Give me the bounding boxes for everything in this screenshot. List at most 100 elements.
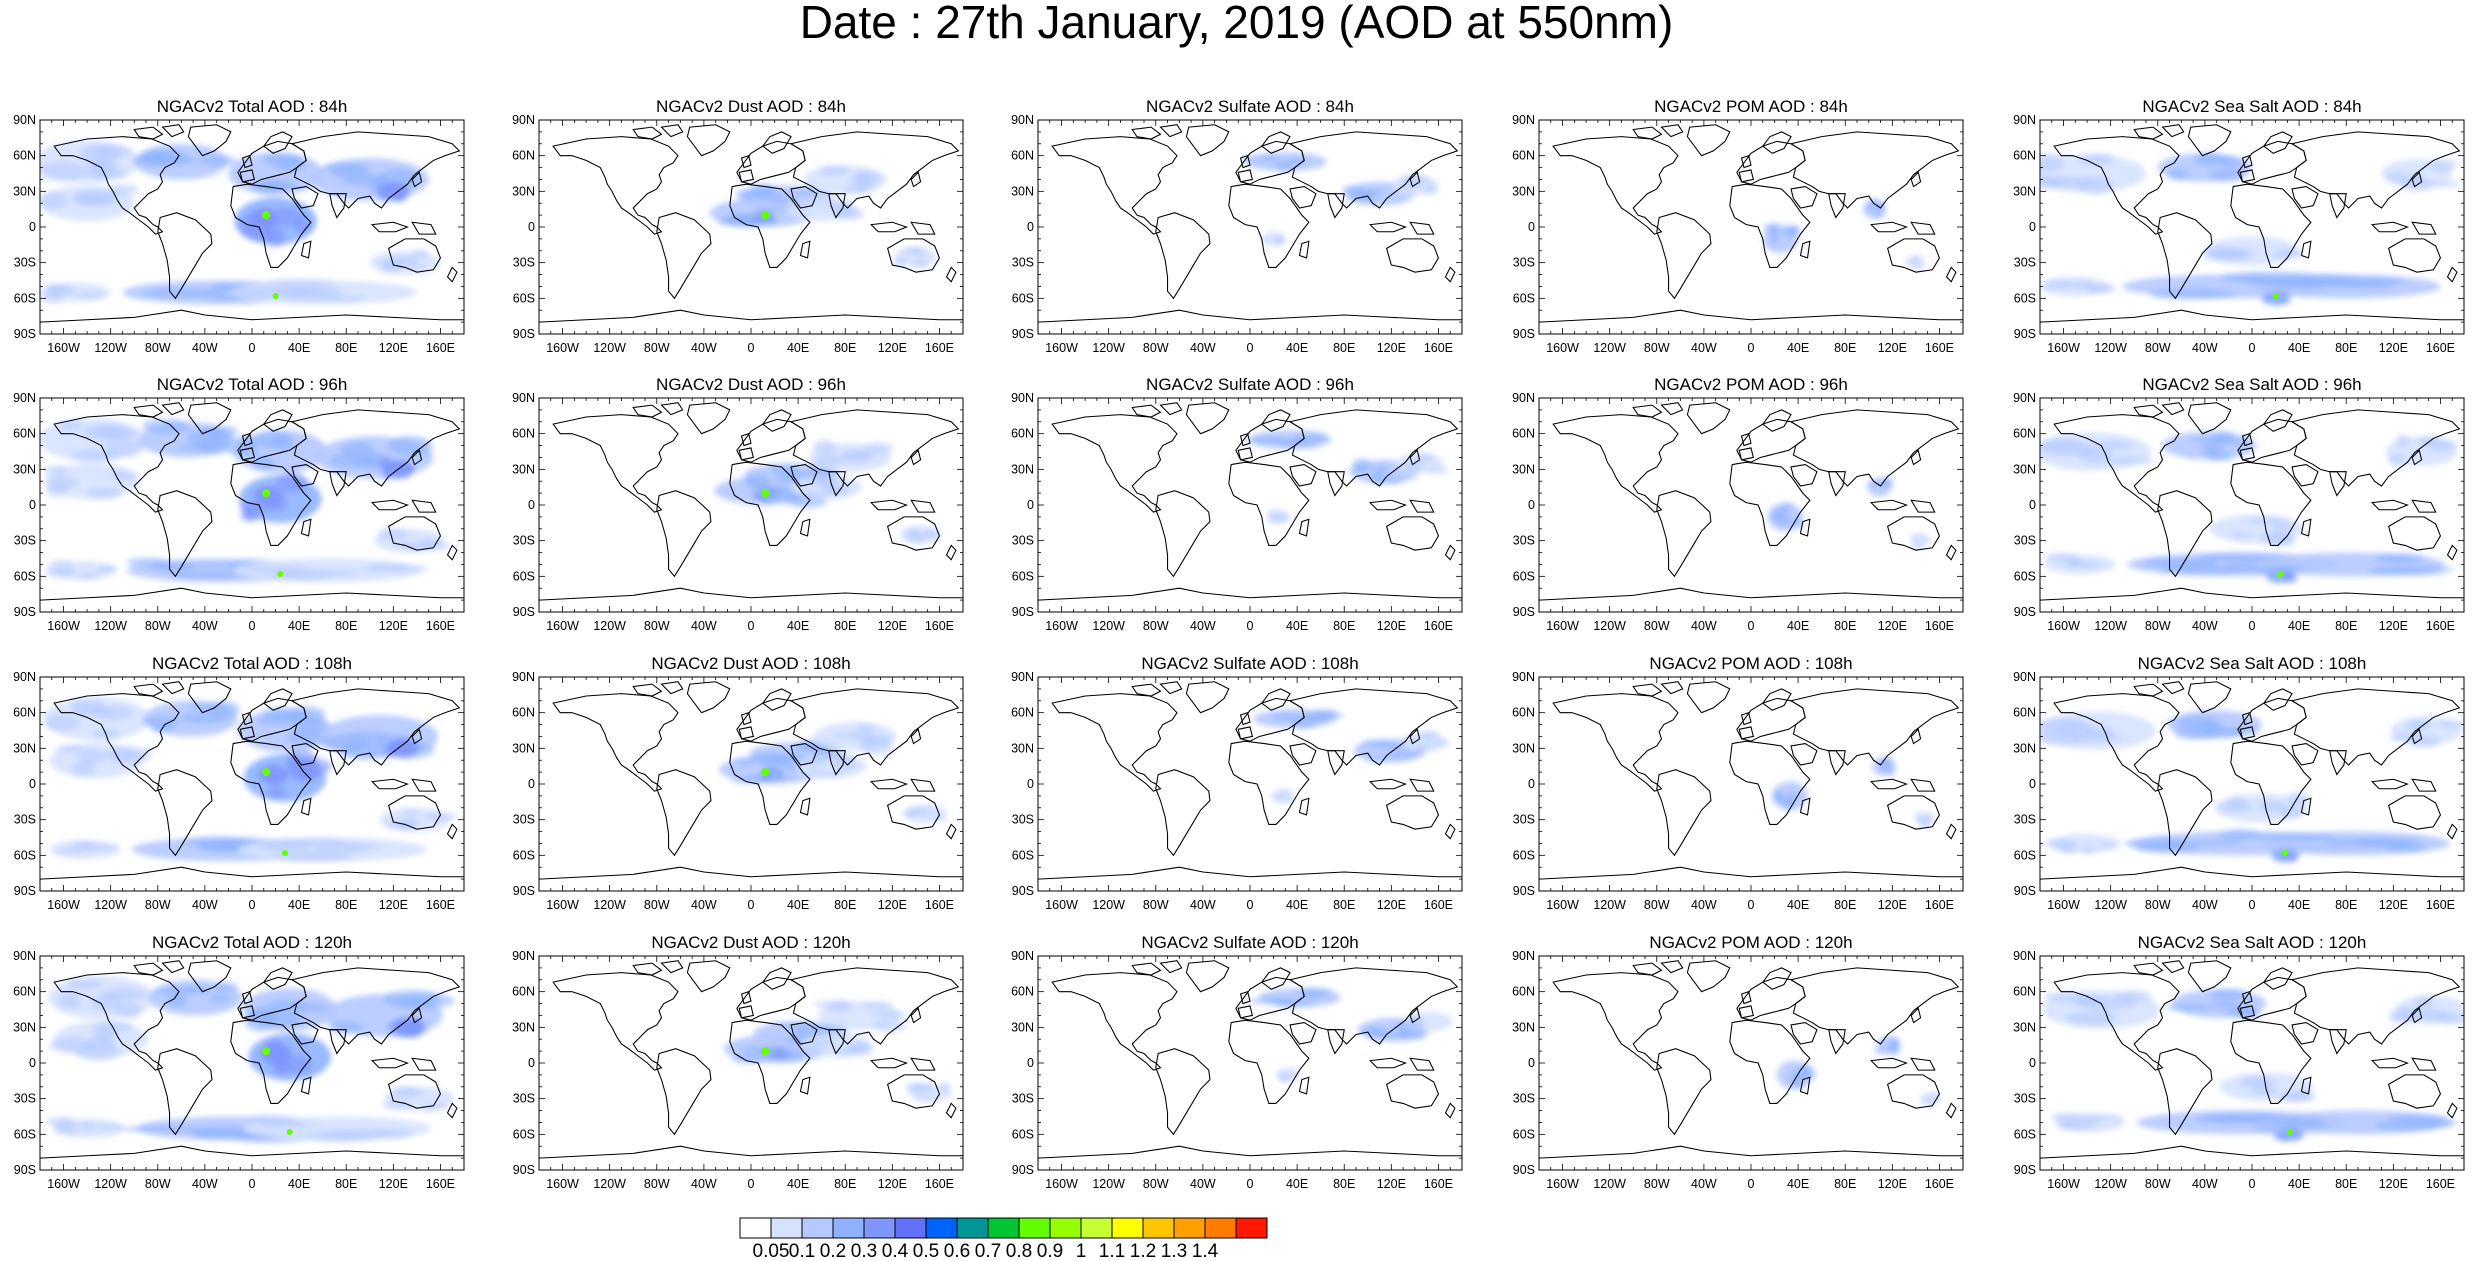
lon-tick-label: 120E (1377, 619, 1406, 633)
lon-tick-label: 120E (2379, 898, 2408, 912)
colorbar: 0.05 0.1 0.2 0.3 0.4 0.5 0.6 0.7 0.8 0.9 1 1.1 1.2 1.… (739, 1217, 1268, 1261)
lat-tick-label: 30S (1012, 813, 1034, 827)
lon-tick-label: 40E (1787, 898, 1809, 912)
lat-tick-label: 30S (1513, 534, 1535, 548)
lat-tick-label: 60N (2013, 985, 2036, 999)
lon-tick-label: 40W (192, 619, 218, 633)
lon-tick-label: 160W (1546, 1177, 1579, 1191)
lon-tick-label: 0 (1748, 341, 1755, 355)
axis-ticks (1538, 676, 1964, 892)
lon-tick-label: 40W (2192, 898, 2218, 912)
hotspot-marker (2277, 570, 2284, 577)
lat-tick-label: 30N (1512, 741, 1535, 755)
lat-tick-label: 30S (14, 534, 36, 548)
axis-ticks (1037, 397, 1463, 613)
lon-tick-label: 120W (1092, 898, 1125, 912)
lon-tick-label: 120E (878, 1177, 907, 1191)
panel-title: NGACv2 Total AOD : 120h (152, 933, 352, 952)
lon-tick-label: 120W (2094, 619, 2127, 633)
lat-tick-label: 30S (1012, 1092, 1034, 1106)
lat-tick-label: 0 (1027, 498, 1034, 512)
lat-tick-label: 30N (2013, 184, 2036, 198)
lon-tick-label: 40W (2192, 341, 2218, 355)
lon-tick-label: 0 (249, 619, 256, 633)
lon-tick-label: 160W (47, 619, 80, 633)
lat-tick-label: 30S (1513, 256, 1535, 270)
lon-tick-label: 40E (1286, 341, 1308, 355)
aod-field (1767, 476, 1931, 549)
colorbar-label: 0.1 (789, 1241, 815, 1261)
colorbar-swatch (1111, 1217, 1144, 1239)
lon-tick-label: 0 (748, 619, 755, 633)
lon-tick-label: 0 (748, 1177, 755, 1191)
map-background (1539, 120, 1963, 334)
hotspot-marker (761, 768, 770, 777)
lon-tick-label: 120W (1593, 619, 1626, 633)
lat-tick-label: 60N (2013, 706, 2036, 720)
lon-tick-label: 80E (834, 341, 856, 355)
lon-tick-label: 120E (379, 898, 408, 912)
lon-tick-label: 120E (1878, 898, 1907, 912)
lat-tick-label: 90N (13, 949, 36, 963)
lat-tick-label: 90N (512, 670, 535, 684)
lon-tick-label: 40E (1787, 341, 1809, 355)
lat-tick-label: 60N (1512, 427, 1535, 441)
lat-tick-label: 90S (2014, 1163, 2036, 1177)
map-background (1038, 120, 1462, 334)
lat-tick-label: 0 (1027, 220, 1034, 234)
lat-tick-label: 90S (14, 327, 36, 341)
lon-tick-label: 40W (1691, 619, 1717, 633)
lon-tick-label: 0 (2249, 341, 2256, 355)
lon-tick-label: 0 (1247, 1177, 1254, 1191)
map-background (1038, 677, 1462, 891)
lat-tick-label: 60S (513, 569, 535, 583)
axis-ticks (39, 397, 465, 613)
axis-ticks (2039, 955, 2465, 1171)
lon-tick-label: 80W (2145, 898, 2171, 912)
lon-tick-label: 40W (192, 898, 218, 912)
colorbar-label: 0.4 (882, 1241, 909, 1261)
lon-tick-label: 120W (1593, 1177, 1626, 1191)
panel-title: NGACv2 Sulfate AOD : 108h (1141, 654, 1358, 673)
lon-tick-label: 80E (834, 619, 856, 633)
lat-tick-label: 90S (1012, 1163, 1034, 1177)
lat-tick-label: 30N (13, 741, 36, 755)
panel-title: NGACv2 Sea Salt AOD : 96h (2142, 375, 2361, 394)
lon-tick-label: 0 (1247, 341, 1254, 355)
colorbar-swatch (956, 1217, 989, 1239)
lon-tick-label: 40E (1286, 898, 1308, 912)
lon-tick-label: 80W (644, 341, 670, 355)
lat-tick-label: 30S (2014, 534, 2036, 548)
lat-tick-label: 90S (1513, 1163, 1535, 1177)
lat-tick-label: 30N (1512, 462, 1535, 476)
lon-tick-label: 40W (1190, 619, 1216, 633)
panel-title: NGACv2 Total AOD : 96h (157, 375, 348, 394)
lon-tick-label: 160E (1925, 1177, 1954, 1191)
lat-tick-label: 90N (1011, 949, 1034, 963)
map-panel: NGACv2 Sea Salt AOD : 108h 90N 60N 30N 0 30S 6… (2013, 654, 2465, 912)
lat-tick-label: 60N (512, 706, 535, 720)
lon-tick-label: 80E (1834, 341, 1856, 355)
lat-tick-label: 60S (1012, 848, 1034, 862)
map-background (1539, 677, 1963, 891)
panel-title: NGACv2 Dust AOD : 84h (656, 97, 846, 116)
lat-tick-label: 60N (2013, 427, 2036, 441)
lat-tick-label: 60N (1011, 149, 1034, 163)
colorbar-label: 1.2 (1130, 1241, 1156, 1261)
hotspot-marker (286, 1128, 293, 1135)
lon-tick-label: 120E (1878, 341, 1907, 355)
colorbar-swatch (987, 1217, 1020, 1239)
hotspot-marker (761, 1047, 770, 1056)
lat-tick-label: 30S (513, 256, 535, 270)
lat-tick-label: 30S (1012, 534, 1034, 548)
lat-tick-label: 90N (1512, 670, 1535, 684)
lon-tick-label: 120E (379, 1177, 408, 1191)
axis-ticks (538, 397, 964, 613)
panel-title: NGACv2 Dust AOD : 120h (651, 933, 850, 952)
panel-title: NGACv2 POM AOD : 120h (1649, 933, 1852, 952)
lon-tick-label: 80W (1143, 619, 1169, 633)
map-background (1539, 398, 1963, 612)
colorbar-label: 1.3 (1161, 1241, 1187, 1261)
lon-tick-label: 80E (834, 898, 856, 912)
lon-tick-label: 160E (1424, 341, 1453, 355)
